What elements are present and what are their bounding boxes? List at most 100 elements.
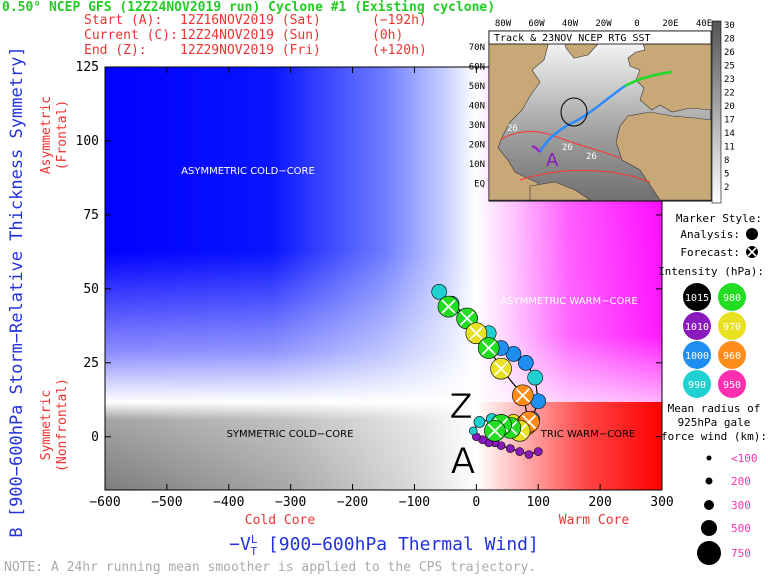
plot-background xyxy=(105,67,662,490)
y-axis-title: B [900−600hPa Storm−Relative Thickness S… xyxy=(7,46,27,537)
sst-label: 26 xyxy=(507,124,518,134)
sst-colorbar-labels: 30 28 26 25 23 22 20 17 14 11 8 5 2 xyxy=(724,21,735,193)
legend-intensity-item: 1015 xyxy=(683,283,711,311)
inset-lat-label: 70N xyxy=(469,43,485,53)
analysis-point xyxy=(527,369,543,386)
x-tick-label: −600 xyxy=(89,495,120,510)
colorbar-label: 28 xyxy=(724,35,735,45)
legend-intensity-item: 1010 xyxy=(683,312,711,340)
inset-lon-labels: 80W 60W 40W 20W 0 20E 40E xyxy=(495,19,712,29)
y-tick-label: 25 xyxy=(83,356,99,371)
track-start-a: A xyxy=(546,150,559,171)
x-tick-label: −200 xyxy=(337,495,368,510)
gale-radius-ellipse xyxy=(560,97,588,127)
svg-text:750: 750 xyxy=(731,547,751,560)
forecast-point xyxy=(490,357,512,380)
current-offset: (0h) xyxy=(372,28,403,43)
colorbar-label: 17 xyxy=(724,116,735,126)
analysis-point xyxy=(431,284,448,300)
svg-text:980: 980 xyxy=(723,293,741,304)
svg-text:Symmetric: Symmetric xyxy=(39,390,54,460)
start-time: 12Z16NOV2019 (Sat) xyxy=(180,13,321,28)
svg-text:1015: 1015 xyxy=(685,293,709,304)
legend-intensity: 1015 980 1010 970 1000 960 990 950 xyxy=(683,283,746,398)
inset-lon-label: 60W xyxy=(528,19,545,29)
end-marker-z: Z xyxy=(449,387,472,427)
legend-marker-style-title: Marker Style: xyxy=(676,212,762,225)
inset-lat-label: 30N xyxy=(469,121,485,131)
colorbar-label: 5 xyxy=(724,170,729,180)
inset-lat-label: 60N xyxy=(469,63,485,73)
storm-track-head xyxy=(624,70,673,88)
svg-text:(Nonfrontal): (Nonfrontal) xyxy=(55,378,70,472)
inset-lat-label: 50N xyxy=(469,82,485,92)
colorbar-label: 14 xyxy=(724,129,735,139)
colorbar-label: 8 xyxy=(724,156,729,166)
label-sym-warm: TRIC WARM−CORE xyxy=(540,429,635,440)
x-tick-label: −300 xyxy=(275,495,306,510)
legend-radius-item: 200 xyxy=(705,475,751,488)
land-africa xyxy=(615,111,711,201)
svg-text:950: 950 xyxy=(723,380,741,391)
svg-text:1000: 1000 xyxy=(685,351,709,362)
label-asym-cold: ASYMMETRIC COLD−CORE xyxy=(181,166,315,177)
x-tick-label: −500 xyxy=(151,495,182,510)
start-marker-a: A xyxy=(451,441,476,482)
region-sym-cold-fade xyxy=(105,402,476,490)
svg-text:300: 300 xyxy=(731,499,751,512)
colorbar-label: 23 xyxy=(724,75,735,85)
end-time: 12Z29NOV2019 (Fri) xyxy=(180,43,321,58)
svg-text:200: 200 xyxy=(731,475,751,488)
inset-land: A xyxy=(489,31,711,201)
svg-text:Asymmetric: Asymmetric xyxy=(39,96,54,174)
legend-forecast-marker xyxy=(746,246,758,258)
forecast-point xyxy=(511,384,534,407)
label-sym-cold: SYMMETRIC COLD−CORE xyxy=(227,429,354,440)
legend-radius-title-1: Mean radius of xyxy=(668,402,761,415)
start-label: Start (A): xyxy=(84,13,162,28)
legend-radius-item: 300 xyxy=(704,499,751,512)
cyclone-trajectory xyxy=(431,284,547,459)
analysis-point xyxy=(524,450,534,459)
x-tick-label: −100 xyxy=(399,495,430,510)
legend-intensity-item: 970 xyxy=(718,312,746,340)
inset-lon-label: 20W xyxy=(595,19,612,29)
analysis-point xyxy=(533,447,543,456)
svg-text:500: 500 xyxy=(731,522,751,535)
sst-label: 26 xyxy=(562,143,573,153)
x-sublabel-cold: Cold Core xyxy=(245,513,316,528)
x-tick-label: 100 xyxy=(526,495,549,510)
colorbar-label: 22 xyxy=(724,89,735,99)
storm-track-tail xyxy=(531,144,541,153)
colorbar-label: 2 xyxy=(724,183,729,193)
inset-lon-label: 20E xyxy=(662,19,678,29)
svg-text:970: 970 xyxy=(723,322,741,333)
legend-radius-item: <100 xyxy=(706,452,758,465)
x-axis-title: −VL T [900−600hPa Thermal Wind] xyxy=(229,533,539,558)
legend-analysis-label: Analysis: xyxy=(680,228,740,241)
analysis-point xyxy=(468,426,478,436)
forecast-point xyxy=(484,420,506,442)
colorbar-label: 11 xyxy=(724,143,735,153)
analysis-point xyxy=(473,416,486,428)
legend-intensity-item: 990 xyxy=(683,370,711,398)
legend-analysis-marker xyxy=(746,228,758,240)
legend-radius-title-2: 925hPa gale xyxy=(678,416,751,429)
sst-contour-26b xyxy=(519,169,651,183)
inset-lat-label: 20N xyxy=(469,141,485,151)
legend-radius: <100 200 300 500 750 xyxy=(697,452,758,565)
legend: Marker Style: Analysis: Forecast: Intens… xyxy=(658,212,767,565)
colorbar-label: 30 xyxy=(724,21,735,31)
legend-intensity-item: 960 xyxy=(718,341,746,369)
chart-title: 0.50° NCEP GFS (12Z24NOV2019 run) Cyclon… xyxy=(2,0,495,15)
inset-lon-label: 80W xyxy=(495,19,512,29)
legend-intensity-title: Intensity (hPa): xyxy=(658,265,764,278)
inset-lon-label: 0 xyxy=(634,19,639,29)
y-tick-label: 0 xyxy=(91,430,99,445)
inset-lat-labels: 70N 60N 50N 40N 30N 20N 10N EQ xyxy=(469,43,485,190)
legend-radius-item: 750 xyxy=(697,541,751,565)
inset-sst-labels: 26 26 26 xyxy=(507,124,597,162)
y-sublabel-top: Asymmetric (Frontal) xyxy=(39,96,70,174)
y-sublabel-bottom: Symmetric (Nonfrontal) xyxy=(39,378,70,472)
